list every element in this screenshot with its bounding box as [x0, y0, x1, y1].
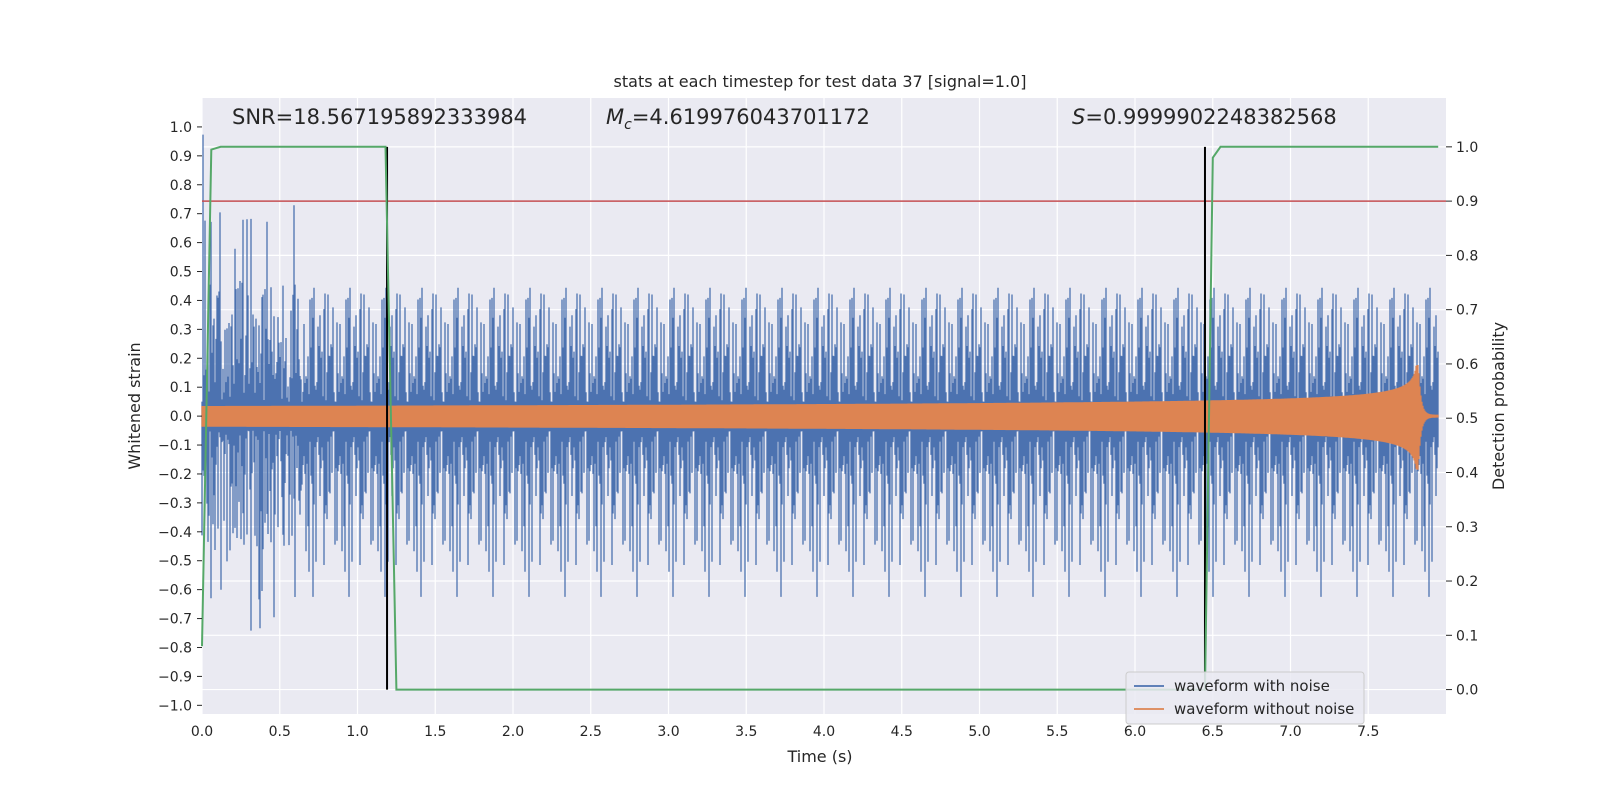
y-tick-label: −1.0 — [158, 698, 192, 714]
right-tick-label: 0.5 — [1456, 411, 1478, 427]
y-tick-label: 0.4 — [170, 293, 192, 309]
x-tick-label: 4.5 — [891, 724, 913, 740]
x-tick-label: 1.5 — [424, 724, 446, 740]
x-tick-label: 5.0 — [968, 724, 990, 740]
x-tick-label: 6.5 — [1202, 724, 1224, 740]
chirp-mass-symbol: M — [606, 105, 624, 129]
x-tick-label: 5.5 — [1046, 724, 1068, 740]
y-tick-label: −0.1 — [158, 438, 192, 454]
right-tick-label: 0.1 — [1456, 628, 1478, 644]
legend-label-clean: waveform without noise — [1174, 700, 1354, 718]
x-tick-label: 2.0 — [502, 724, 524, 740]
score-annotation: S=0.9999902248382568 — [1072, 105, 1337, 129]
right-tick-label: 0.6 — [1456, 357, 1478, 373]
right-tick-label: 0.8 — [1456, 248, 1478, 264]
y-tick-label: −0.6 — [158, 583, 192, 599]
chirp-mass-annotation: Mc=4.619976043701172 — [606, 105, 870, 133]
right-tick-label: 0.9 — [1456, 194, 1478, 210]
x-tick-label: 3.5 — [735, 724, 757, 740]
y-tick-label: 0.5 — [170, 265, 192, 281]
right-tick-label: 0.4 — [1456, 465, 1478, 481]
y-tick-label: 0.3 — [170, 322, 192, 338]
x-tick-label: 4.0 — [813, 724, 835, 740]
y-tick-label: −0.2 — [158, 467, 192, 483]
y-tick-label: 0.2 — [170, 351, 192, 367]
y-tick-label: 0.6 — [170, 236, 192, 252]
right-axis-ticks: 1.0 0.9 0.8 0.7 0.6 0.5 0.4 0.3 0.2 0.1 0.0 — [1446, 140, 1478, 699]
y-tick-label: −0.3 — [158, 496, 192, 512]
right-tick-label: 1.0 — [1456, 140, 1478, 156]
x-tick-label: 1.0 — [346, 724, 368, 740]
y-tick-label: 0.8 — [170, 178, 192, 194]
right-tick-label: 0.7 — [1456, 303, 1478, 319]
y-axis-ticks: 1.0 0.9 0.8 0.7 0.6 0.5 0.4 0.3 0.2 0.1 0.0 −0.1 −0.… — [158, 120, 202, 714]
right-axis-label: Detection probability — [1489, 322, 1508, 490]
y-tick-label: −0.5 — [158, 554, 192, 570]
x-tick-label: 6.0 — [1124, 724, 1146, 740]
x-tick-label: 0.5 — [269, 724, 291, 740]
y-tick-label: −0.4 — [158, 525, 192, 541]
y-tick-label: 0.1 — [170, 380, 192, 396]
y-tick-label: −0.8 — [158, 640, 192, 656]
right-tick-label: 0.0 — [1456, 683, 1478, 699]
x-tick-label: 7.0 — [1279, 724, 1301, 740]
x-axis-label: Time (s) — [786, 747, 852, 766]
chirp-mass-subscript: c — [624, 117, 632, 133]
y-tick-label: 0.0 — [170, 409, 192, 425]
chirp-mass-value: =4.619976043701172 — [632, 105, 870, 129]
y-tick-label: 0.9 — [170, 149, 192, 165]
y-axis-label: Whitened strain — [125, 342, 144, 469]
y-tick-label: 0.7 — [170, 207, 192, 223]
snr-annotation: SNR=18.567195892333984 — [232, 105, 527, 129]
legend-label-noisy: waveform with noise — [1174, 677, 1330, 695]
right-tick-label: 0.3 — [1456, 520, 1478, 536]
y-tick-label: 1.0 — [170, 120, 192, 136]
chart-title: stats at each timestep for test data 37 … — [614, 72, 1027, 91]
legend: waveform with noise waveform without noi… — [1125, 671, 1365, 725]
y-tick-label: −0.9 — [158, 669, 192, 685]
x-tick-label: 0.0 — [191, 724, 213, 740]
legend-box — [1125, 671, 1365, 725]
score-symbol: S — [1072, 105, 1085, 129]
x-tick-label: 2.5 — [580, 724, 602, 740]
right-tick-label: 0.2 — [1456, 574, 1478, 590]
score-value: =0.9999902248382568 — [1085, 105, 1336, 129]
detection-probability-line — [201, 145, 1439, 691]
y-tick-label: −0.7 — [158, 612, 192, 628]
x-tick-label: 3.0 — [657, 724, 679, 740]
x-axis-ticks: 0.0 0.5 1.0 1.5 2.0 2.5 3.0 3.5 4.0 4.5 5.0 5.5 6.0 6… — [191, 724, 1380, 740]
x-tick-label: 7.5 — [1357, 724, 1379, 740]
